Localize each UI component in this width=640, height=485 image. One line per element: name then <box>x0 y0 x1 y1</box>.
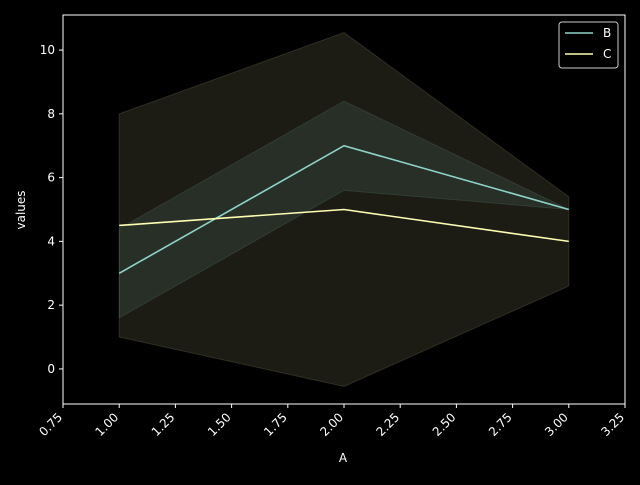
y-axis-label: values <box>14 190 28 229</box>
y-tick-label: 4 <box>47 234 55 248</box>
legend: BC <box>558 21 619 69</box>
y-tick-label: 10 <box>40 43 55 57</box>
y-tick-label: 6 <box>47 171 55 185</box>
x-axis-label: A <box>339 451 348 465</box>
y-axis-ticks: 0 2 4 6 8 10 <box>40 43 63 376</box>
y-tick-label: 2 <box>47 298 55 312</box>
legend-label-B: B <box>603 26 611 40</box>
series-lines <box>118 144 570 274</box>
series-line-B <box>118 144 570 274</box>
y-tick-label: 8 <box>47 107 55 121</box>
legend-label-C: C <box>603 47 611 61</box>
band-B <box>118 100 570 319</box>
y-tick-label: 0 <box>47 362 55 376</box>
series-line-C <box>119 208 569 243</box>
